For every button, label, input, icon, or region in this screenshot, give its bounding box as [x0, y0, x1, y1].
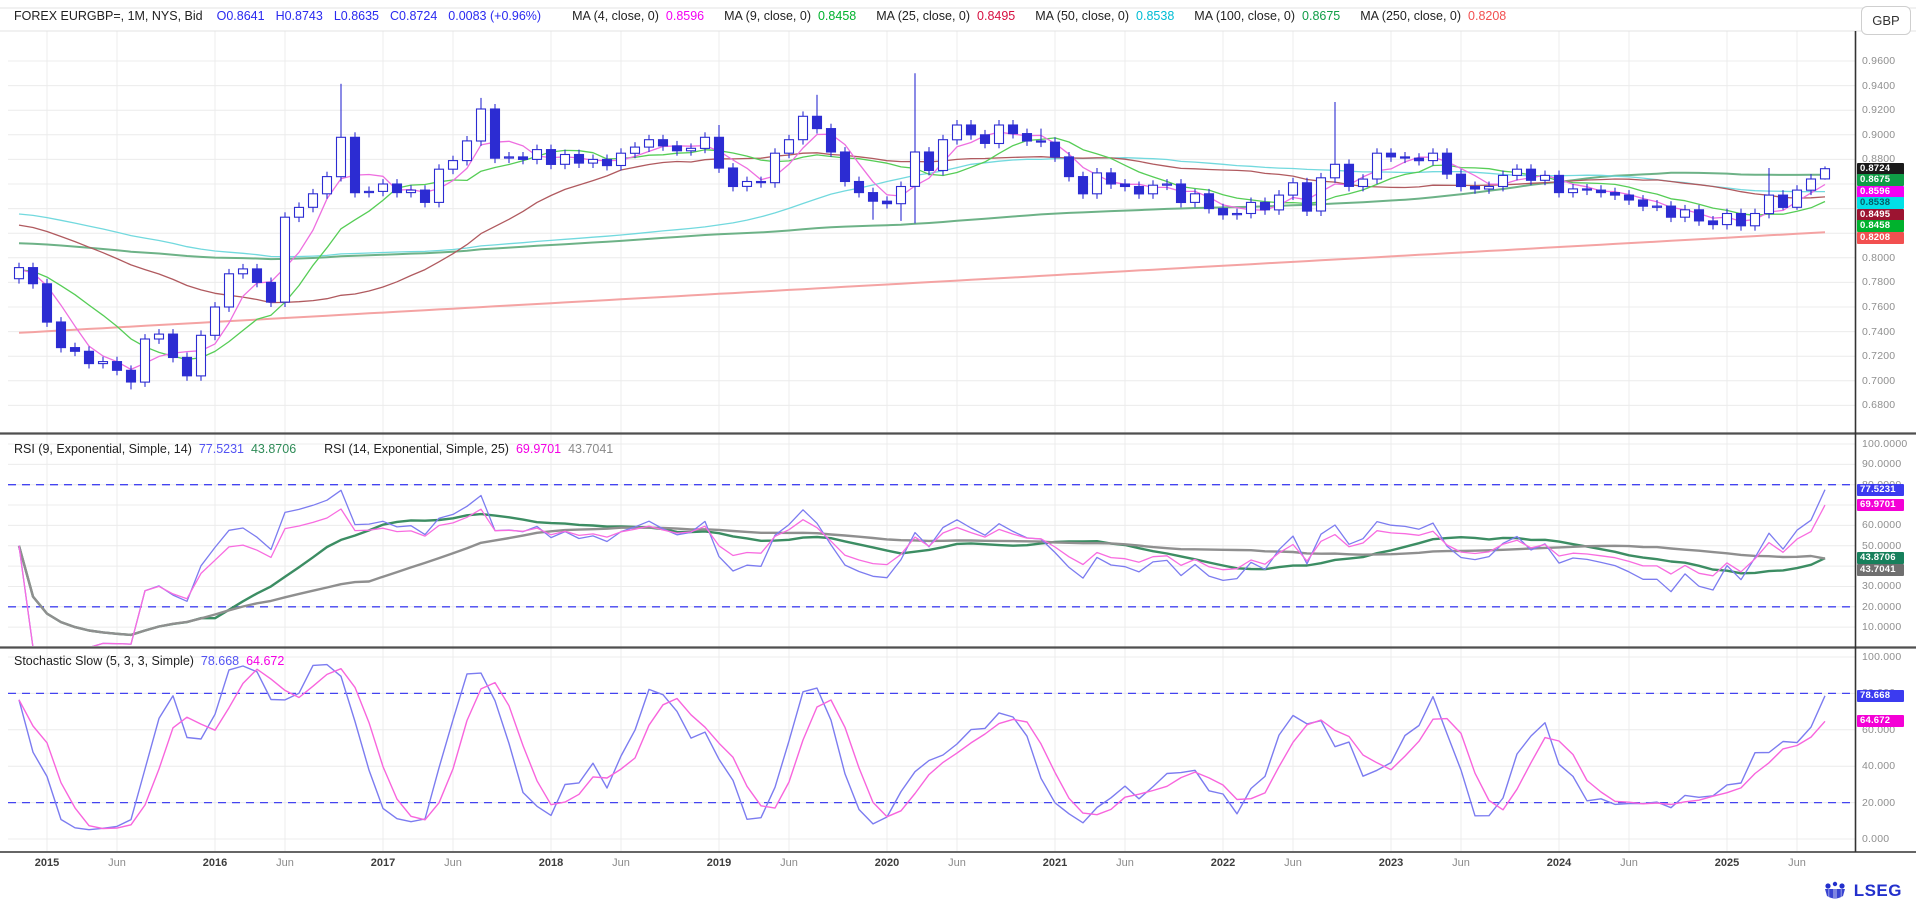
x-axis-label-jun: Jun — [1284, 857, 1302, 869]
price-tick-label: 0.8800 — [1862, 153, 1896, 166]
stochastic-legend: Stochastic Slow (5, 3, 3, Simple) 78.668… — [14, 654, 285, 668]
lseg-logo: LSEG — [1822, 880, 1902, 902]
quote-high: H0.8743 — [275, 9, 323, 23]
price-badge: 0.8208 — [1857, 231, 1904, 244]
rsi-tick-label: 30.0000 — [1862, 580, 1902, 593]
price-tick-label: 0.9000 — [1862, 128, 1896, 141]
price-tick-label: 0.7200 — [1862, 350, 1896, 363]
rsi-tick-label: 20.0000 — [1862, 600, 1902, 613]
rsi-tick-label: 90.0000 — [1862, 458, 1902, 471]
x-axis-label-jun: Jun — [1620, 857, 1638, 869]
rsi-tick-label: 100.0000 — [1862, 438, 1908, 450]
ma-legend-9: MA (9, close, 0) 0.8458 — [724, 9, 857, 23]
ma-legend-250: MA (250, close, 0) 0.8208 — [1360, 9, 1507, 23]
price-tick-label: 0.9200 — [1862, 104, 1896, 117]
quote-close: C0.8724 — [390, 9, 438, 23]
x-axis-label-2016: 2016 — [202, 857, 228, 869]
price-tick-label: 0.6800 — [1862, 399, 1896, 412]
rsi-badge: 77.5231 — [1857, 483, 1904, 496]
x-axis-label-jun: Jun — [1116, 857, 1134, 869]
quote-open: O0.8641 — [216, 9, 265, 23]
price-badge: 0.8495 — [1857, 208, 1904, 221]
rsi-legend-fast: RSI (9, Exponential, Simple, 14) 77.5231… — [14, 442, 297, 456]
price-tick-label: 0.8000 — [1862, 251, 1896, 264]
main-chart-legend: FOREX EURGBP=, 1M, NYS, Bid O0.8641 H0.87… — [14, 9, 1506, 23]
price-tick-label: 0.7000 — [1862, 374, 1896, 387]
x-axis-label-jun: Jun — [780, 857, 798, 869]
stoch-badge: 64.672 — [1857, 715, 1904, 728]
x-axis-label-jun: Jun — [1788, 857, 1806, 869]
stoch-tick-label: 100.000 — [1862, 651, 1902, 663]
stoch-tick-label: 20.000 — [1862, 796, 1896, 809]
x-axis-label-jun: Jun — [1452, 857, 1470, 869]
instrument-title: FOREX EURGBP=, 1M, NYS, Bid — [14, 9, 203, 23]
rsi-legend: RSI (9, Exponential, Simple, 14) 77.5231… — [14, 442, 613, 456]
price-tick-label: 0.7800 — [1862, 276, 1896, 289]
x-axis-label-2024: 2024 — [1546, 857, 1572, 869]
x-axis-label-jun: Jun — [948, 857, 966, 869]
quote-change: 0.0083 (+0.96%) — [448, 9, 542, 23]
rsi-badge: 43.7041 — [1857, 563, 1904, 576]
rsi-tick-label: 10.0000 — [1862, 621, 1902, 634]
x-axis-label-2019: 2019 — [706, 857, 732, 869]
x-axis-label-2015: 2015 — [34, 857, 60, 869]
ma-legend-4: MA (4, close, 0) 0.8596 — [572, 9, 705, 23]
price-badge: 0.8538 — [1857, 197, 1904, 210]
currency-selector-button[interactable]: GBP — [1861, 6, 1911, 35]
x-axis-label-jun: Jun — [108, 857, 126, 869]
stoch-tick-label: 40.000 — [1862, 760, 1896, 773]
rsi-tick-label: 60.0000 — [1862, 519, 1902, 532]
ma-legend-50: MA (50, close, 0) 0.8538 — [1035, 9, 1175, 23]
ma-legend-100: MA (100, close, 0) 0.8675 — [1194, 9, 1341, 23]
ma-legend-25: MA (25, close, 0) 0.8495 — [876, 9, 1016, 23]
rsi-badge: 43.8706 — [1857, 552, 1904, 565]
x-axis-label-2022: 2022 — [1210, 857, 1236, 869]
x-axis-label-jun: Jun — [612, 857, 630, 869]
price-badge: 0.8724 — [1857, 162, 1904, 175]
lseg-logo-text: LSEG — [1853, 881, 1902, 900]
quote-ohlc: O0.8641 H0.8743 L0.8635 C0.8724 0.0083 (+0.9… — [217, 9, 552, 23]
x-axis-label-2023: 2023 — [1378, 857, 1404, 869]
x-axis-label-2020: 2020 — [874, 857, 900, 869]
x-axis-label-2025: 2025 — [1714, 857, 1740, 869]
price-badge: 0.8675 — [1857, 174, 1904, 187]
rsi-tick-label: 50.0000 — [1862, 539, 1902, 552]
x-axis-label-jun: Jun — [276, 857, 294, 869]
stoch-tick-label: 0.000 — [1862, 833, 1890, 845]
rsi-legend-slow: RSI (14, Exponential, Simple, 25) 69.970… — [324, 442, 614, 456]
price-badge: 0.8596 — [1857, 185, 1904, 198]
price-tick-label: 0.7400 — [1862, 325, 1896, 338]
stoch-badge: 78.668 — [1857, 689, 1904, 702]
quote-low: L0.8635 — [333, 9, 380, 23]
price-tick-label: 0.9400 — [1862, 79, 1896, 92]
price-tick-label: 0.7600 — [1862, 301, 1896, 313]
x-axis-label-2017: 2017 — [370, 857, 396, 869]
x-axis-label-jun: Jun — [444, 857, 462, 869]
price-badge: 0.8458 — [1857, 220, 1904, 233]
x-axis-label-2021: 2021 — [1042, 857, 1068, 869]
price-tick-label: 0.9600 — [1862, 55, 1896, 67]
rsi-badge: 69.9701 — [1857, 499, 1904, 512]
x-axis-label-2018: 2018 — [538, 857, 564, 869]
lseg-crest-icon — [1824, 881, 1845, 899]
